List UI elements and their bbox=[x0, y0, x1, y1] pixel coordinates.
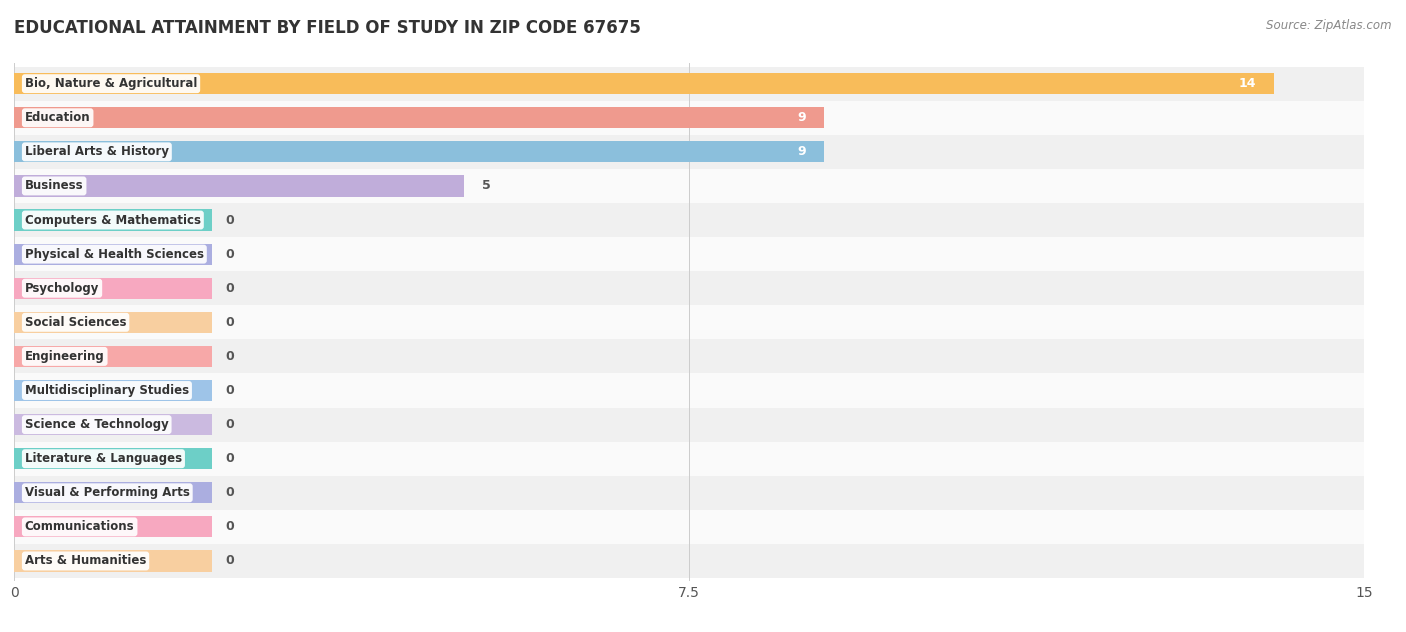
Text: Communications: Communications bbox=[25, 520, 135, 533]
Bar bbox=[14, 169, 1364, 203]
Text: 0: 0 bbox=[225, 418, 235, 431]
Bar bbox=[14, 414, 212, 435]
Bar bbox=[14, 107, 824, 128]
Bar bbox=[14, 476, 1364, 510]
Text: 0: 0 bbox=[225, 316, 235, 329]
Bar bbox=[14, 277, 212, 299]
Bar bbox=[14, 312, 212, 333]
Bar bbox=[14, 550, 212, 571]
Bar bbox=[14, 339, 1364, 374]
Text: Liberal Arts & History: Liberal Arts & History bbox=[25, 145, 169, 159]
Text: 5: 5 bbox=[482, 179, 491, 192]
Text: Arts & Humanities: Arts & Humanities bbox=[25, 554, 146, 568]
Text: Bio, Nature & Agricultural: Bio, Nature & Agricultural bbox=[25, 77, 197, 90]
Text: EDUCATIONAL ATTAINMENT BY FIELD OF STUDY IN ZIP CODE 67675: EDUCATIONAL ATTAINMENT BY FIELD OF STUDY… bbox=[14, 19, 641, 37]
Bar bbox=[14, 510, 1364, 544]
Bar bbox=[14, 175, 464, 197]
Text: 0: 0 bbox=[225, 248, 235, 260]
Text: 14: 14 bbox=[1239, 77, 1256, 90]
Text: Physical & Health Sciences: Physical & Health Sciences bbox=[25, 248, 204, 260]
Text: 0: 0 bbox=[225, 214, 235, 226]
Bar bbox=[14, 237, 1364, 271]
Text: Science & Technology: Science & Technology bbox=[25, 418, 169, 431]
Text: 0: 0 bbox=[225, 554, 235, 568]
Bar bbox=[14, 135, 1364, 169]
Text: Multidisciplinary Studies: Multidisciplinary Studies bbox=[25, 384, 188, 397]
Text: Psychology: Psychology bbox=[25, 282, 100, 295]
Text: Social Sciences: Social Sciences bbox=[25, 316, 127, 329]
Text: 0: 0 bbox=[225, 486, 235, 499]
Bar bbox=[14, 374, 1364, 408]
Text: Literature & Languages: Literature & Languages bbox=[25, 453, 181, 465]
Text: Visual & Performing Arts: Visual & Performing Arts bbox=[25, 486, 190, 499]
Text: 0: 0 bbox=[225, 282, 235, 295]
Bar bbox=[14, 142, 824, 162]
Bar bbox=[14, 408, 1364, 442]
Bar bbox=[14, 209, 212, 231]
Text: Education: Education bbox=[25, 111, 90, 125]
Bar bbox=[14, 271, 1364, 305]
Text: 0: 0 bbox=[225, 384, 235, 397]
Text: Business: Business bbox=[25, 179, 83, 192]
Text: 9: 9 bbox=[797, 145, 806, 159]
Text: 0: 0 bbox=[225, 350, 235, 363]
Text: 0: 0 bbox=[225, 453, 235, 465]
Bar bbox=[14, 243, 212, 265]
Bar bbox=[14, 516, 212, 537]
Bar bbox=[14, 203, 1364, 237]
Bar bbox=[14, 544, 1364, 578]
Bar bbox=[14, 380, 212, 401]
Text: Engineering: Engineering bbox=[25, 350, 104, 363]
Bar bbox=[14, 66, 1364, 100]
Bar bbox=[14, 442, 1364, 476]
Text: Computers & Mathematics: Computers & Mathematics bbox=[25, 214, 201, 226]
Text: 0: 0 bbox=[225, 520, 235, 533]
Bar bbox=[14, 73, 1274, 94]
Text: Source: ZipAtlas.com: Source: ZipAtlas.com bbox=[1267, 19, 1392, 32]
Bar bbox=[14, 100, 1364, 135]
Bar bbox=[14, 448, 212, 470]
Bar bbox=[14, 482, 212, 503]
Text: 9: 9 bbox=[797, 111, 806, 125]
Bar bbox=[14, 346, 212, 367]
Bar bbox=[14, 305, 1364, 339]
